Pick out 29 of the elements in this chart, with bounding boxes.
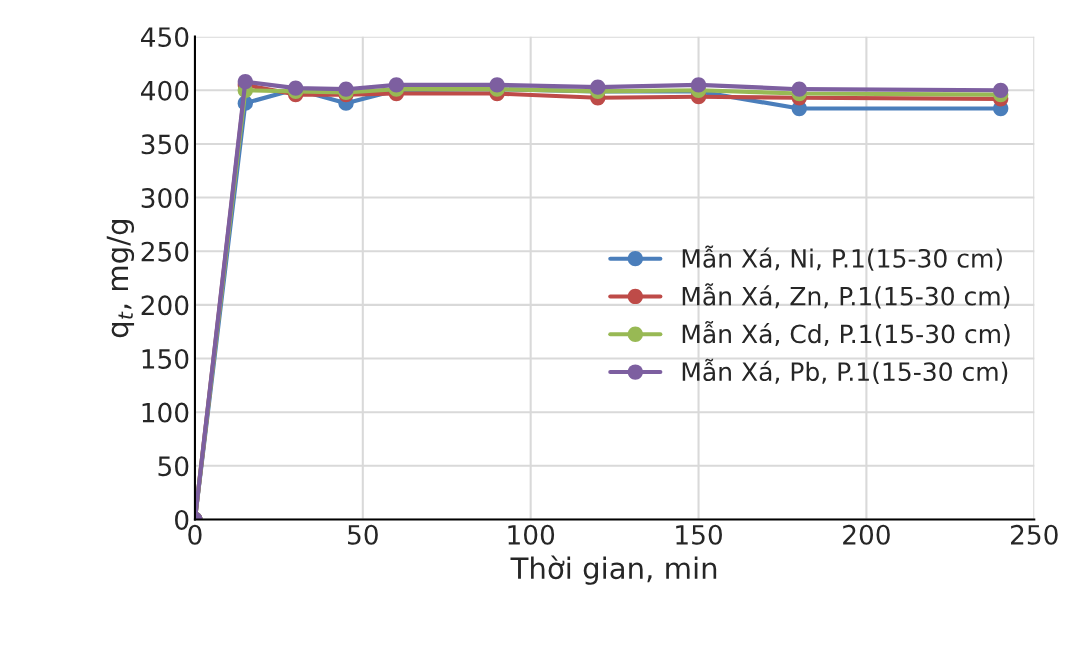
y-tick-label: 150 [142,348,189,369]
point [338,81,354,97]
point [993,82,1009,98]
legend-label: Mẫn Xá, Ni, P.1(15-30 cm) [682,245,1002,271]
point [388,77,405,93]
x-tick-label: 0 [188,524,202,545]
point [489,77,505,93]
point [791,81,807,97]
x-tick-label: 50 [348,524,378,545]
x-tick-label: 150 [676,524,722,545]
y-axis-title: q$_{t}$, mg/g [106,220,135,338]
legend-label: Mẫn Xá, Zn, P.1(15-30 cm) [682,283,1010,309]
y-tick-label: 350 [141,134,189,155]
x-tick-label: 250 [1011,524,1058,545]
y-tick-label: 0 [175,509,189,530]
x-axis-title: Thời gian, min [510,555,717,585]
point [590,79,606,95]
y-tick-label: 50 [158,456,189,477]
y-tick-label: 300 [141,188,189,208]
y-tick-label: 200 [141,295,189,316]
y-tick-label: 450 [141,27,189,48]
y-tick-label: 250 [141,241,189,262]
legend-label: Mẫn Xá, Cd, P.1(15-30 cm) [682,321,1010,347]
x-tick-label: 200 [843,524,890,545]
legend-label: Mẫn Xá, Pb, P.1(15-30 cm) [682,358,1008,385]
y-tick-label: 400 [141,80,189,101]
point [690,77,707,93]
y-tick-label: 100 [142,402,189,423]
x-tick-label: 100 [508,524,555,545]
